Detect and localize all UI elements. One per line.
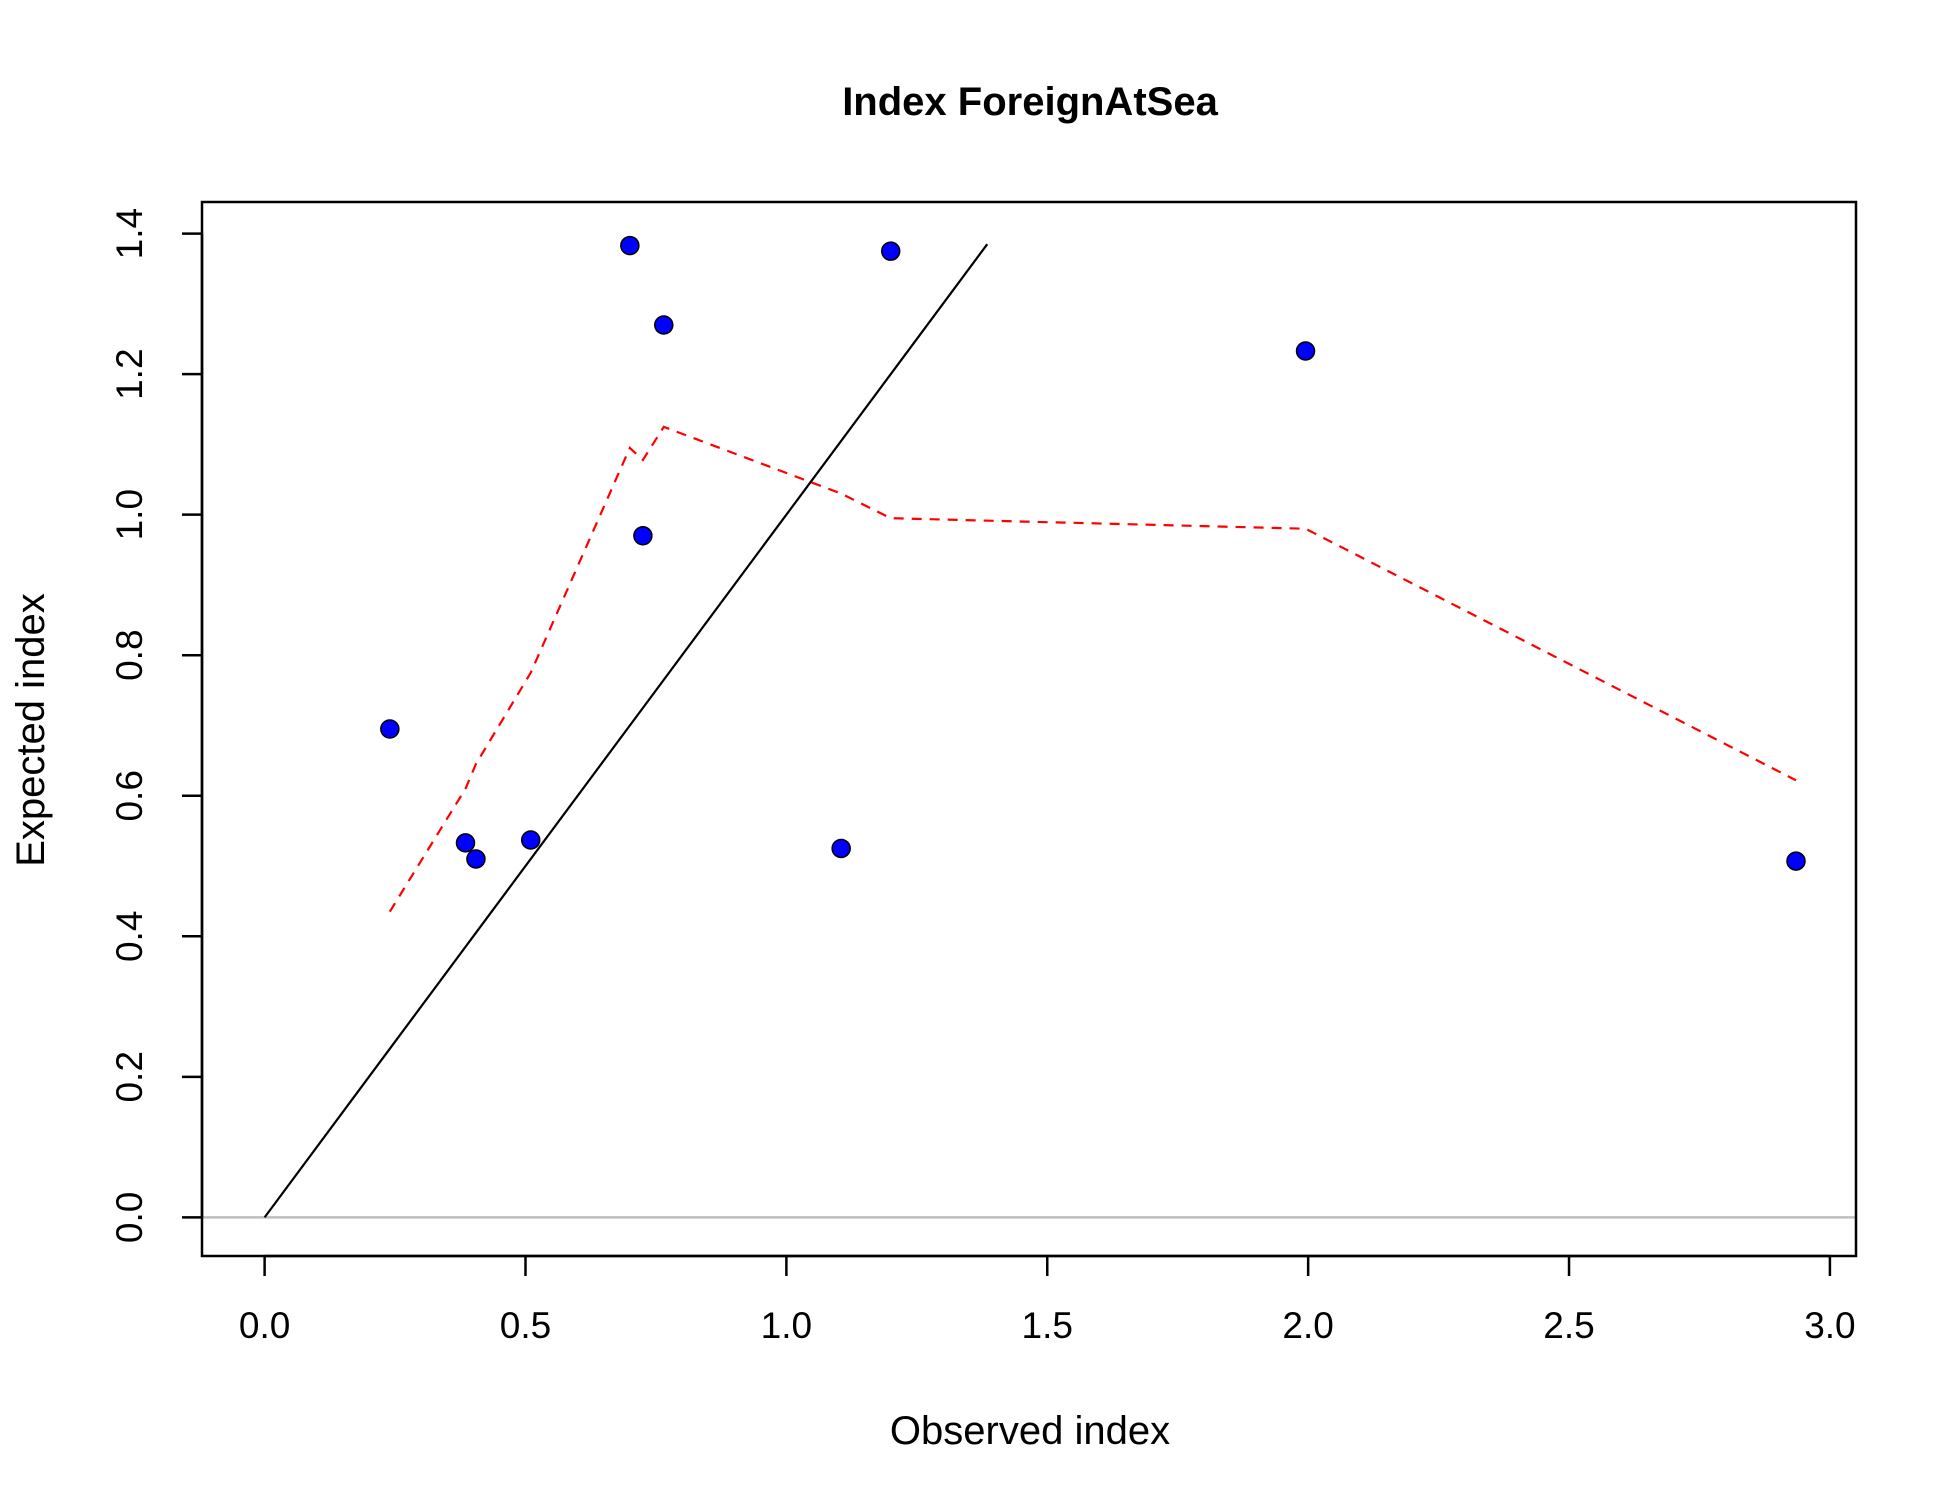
- y-tick-label: 0.4: [109, 911, 150, 962]
- data-point: [520, 830, 541, 850]
- data-point: [654, 315, 674, 335]
- data-point: [633, 526, 653, 546]
- x-tick-label: 2.5: [1543, 1305, 1594, 1346]
- y-tick-label: 0.8: [109, 629, 150, 680]
- y-tick-label: 1.2: [109, 348, 150, 399]
- data-point: [455, 833, 476, 853]
- x-tick-label: 3.0: [1804, 1305, 1855, 1346]
- data-point: [620, 235, 640, 256]
- y-axis: 0.0 0.2 0.4 0.6 0.8 1.0 1.2 1.4: [109, 208, 204, 1243]
- data-point: [380, 719, 400, 739]
- data-point: [880, 241, 901, 261]
- data-point: [1786, 851, 1806, 871]
- x-tick-label: 0.0: [239, 1305, 290, 1346]
- plot-area: [202, 235, 1856, 1219]
- x-tick-label: 1.0: [761, 1305, 812, 1346]
- x-tick-label: 0.5: [500, 1305, 551, 1346]
- x-axis-label: Observed index: [890, 1409, 1170, 1453]
- y-tick-label: 1.0: [109, 489, 150, 540]
- y-tick-label: 0.0: [109, 1192, 150, 1243]
- x-tick-label: 1.5: [1022, 1305, 1073, 1346]
- y-tick-label: 1.4: [109, 208, 150, 259]
- identity-line: [263, 243, 989, 1219]
- data-point: [831, 838, 851, 859]
- data-point: [466, 849, 486, 869]
- x-axis: 0.0 0.5 1.0 1.5 2.0 2.5 3.0: [239, 1254, 1856, 1346]
- data-point: [1295, 341, 1316, 361]
- smoother-line: [388, 425, 1797, 913]
- plot-frame: [200, 200, 1858, 1258]
- y-axis-label: Expected index: [9, 593, 53, 867]
- y-tick-label: 0.6: [109, 770, 150, 821]
- x-tick-label: 2.0: [1282, 1305, 1333, 1346]
- chart-title: Index ForeignAtSea: [842, 80, 1218, 124]
- y-tick-label: 0.2: [109, 1051, 150, 1102]
